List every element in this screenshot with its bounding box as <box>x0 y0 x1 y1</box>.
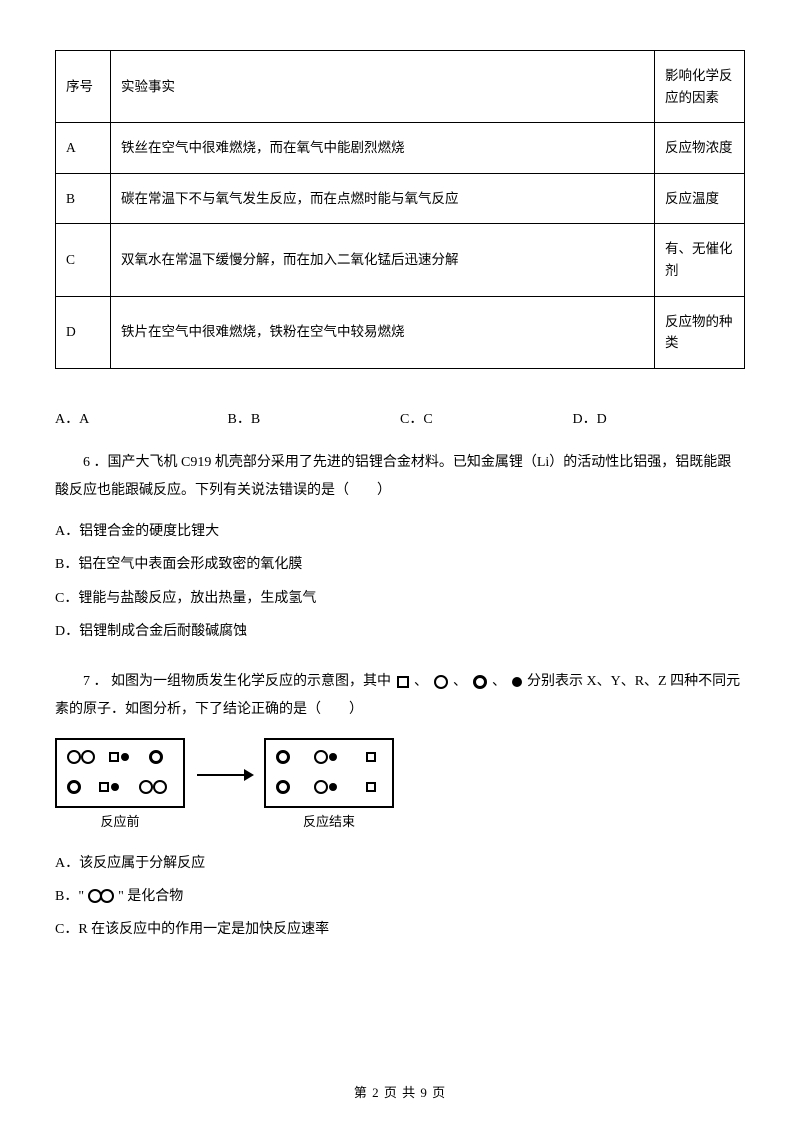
circle-open-icon <box>434 675 448 689</box>
before-label: 反应前 <box>55 812 185 833</box>
q6-option-b: B．铝在空气中表面会形成致密的氧化膜 <box>55 552 745 577</box>
after-box <box>264 738 394 808</box>
cell-factor: 反应温度 <box>655 173 745 224</box>
page-footer: 第 2 页 共 9 页 <box>0 1083 800 1104</box>
choice-b: B．B <box>228 409 401 431</box>
arrow-icon <box>197 774 252 776</box>
atom-y <box>139 780 153 794</box>
th-idx: 序号 <box>56 51 111 123</box>
after-box-wrap: 反应结束 <box>264 738 394 833</box>
atom-z <box>329 783 337 791</box>
atom-x <box>366 752 376 762</box>
after-label: 反应结束 <box>264 812 394 833</box>
q7-stem: 7 ． 如图为一组物质发生化学反应的示意图，其中 、 、 、 分别表示 X、Y、… <box>55 668 745 724</box>
q7-b-pre: B．" <box>55 884 84 909</box>
reaction-diagram: 反应前 反应结束 <box>55 738 745 833</box>
table-row: D 铁片在空气中很难燃烧，铁粉在空气中较易燃烧 反应物的种类 <box>56 296 745 368</box>
cell-idx: B <box>56 173 111 224</box>
q7-option-b: B．" " 是化合物 <box>55 884 745 909</box>
atom-r <box>276 750 290 764</box>
atom-y <box>153 780 167 794</box>
circle-filled-icon <box>512 677 522 687</box>
square-icon <box>397 676 409 688</box>
before-box <box>55 738 185 808</box>
experiment-table: 序号 实验事实 影响化学反应的因素 A 铁丝在空气中很难燃烧，而在氧气中能剧烈燃… <box>55 50 745 369</box>
atom-r <box>67 780 81 794</box>
molecule-oo-icon <box>88 889 114 903</box>
atom-y <box>314 750 328 764</box>
choice-a: A．A <box>55 409 228 431</box>
th-fact: 实验事实 <box>111 51 655 123</box>
table-row: A 铁丝在空气中很难燃烧，而在氧气中能剧烈燃烧 反应物浓度 <box>56 123 745 174</box>
cell-factor: 反应物浓度 <box>655 123 745 174</box>
cell-fact: 铁丝在空气中很难燃烧，而在氧气中能剧烈燃烧 <box>111 123 655 174</box>
table-row: B 碳在常温下不与氧气发生反应，而在点燃时能与氧气反应 反应温度 <box>56 173 745 224</box>
atom-y <box>67 750 81 764</box>
before-box-wrap: 反应前 <box>55 738 185 833</box>
atom-r <box>149 750 163 764</box>
q7-option-c: C．R 在该反应中的作用一定是加快反应速率 <box>55 917 745 942</box>
cell-fact: 铁片在空气中很难燃烧，铁粉在空气中较易燃烧 <box>111 296 655 368</box>
th-factor: 影响化学反应的因素 <box>655 51 745 123</box>
atom-z <box>111 783 119 791</box>
atom-y <box>81 750 95 764</box>
q6-option-c: C．锂能与盐酸反应，放出热量，生成氢气 <box>55 586 745 611</box>
cell-idx: C <box>56 224 111 296</box>
atom-r <box>276 780 290 794</box>
atom-x <box>99 782 109 792</box>
q6-option-d: D．铝锂制成合金后耐酸碱腐蚀 <box>55 619 745 644</box>
cell-fact: 碳在常温下不与氧气发生反应，而在点燃时能与氧气反应 <box>111 173 655 224</box>
atom-x <box>366 782 376 792</box>
cell-factor: 有、无催化剂 <box>655 224 745 296</box>
cell-idx: A <box>56 123 111 174</box>
q7-stem-pre: 7 ． 如图为一组物质发生化学反应的示意图，其中 <box>83 674 391 689</box>
sep: 、 <box>492 674 506 689</box>
atom-y <box>314 780 328 794</box>
choice-c: C．C <box>400 409 573 431</box>
atom-z <box>329 753 337 761</box>
q6-stem: 6 ．国产大飞机 C919 机壳部分采用了先进的铝锂合金材料。已知金属锂（Li）… <box>55 449 745 505</box>
circle-thick-icon <box>473 675 487 689</box>
atom-z <box>121 753 129 761</box>
cell-factor: 反应物的种类 <box>655 296 745 368</box>
choice-d: D．D <box>573 409 746 431</box>
q7-b-post: " 是化合物 <box>118 884 183 909</box>
cell-fact: 双氧水在常温下缓慢分解，而在加入二氧化锰后迅速分解 <box>111 224 655 296</box>
cell-idx: D <box>56 296 111 368</box>
table-header-row: 序号 实验事实 影响化学反应的因素 <box>56 51 745 123</box>
table-row: C 双氧水在常温下缓慢分解，而在加入二氧化锰后迅速分解 有、无催化剂 <box>56 224 745 296</box>
sep: 、 <box>453 674 467 689</box>
atom-x <box>109 752 119 762</box>
sep: 、 <box>414 674 428 689</box>
q7-option-a: A．该反应属于分解反应 <box>55 851 745 876</box>
q6-option-a: A．铝锂合金的硬度比锂大 <box>55 519 745 544</box>
q5-choices: A．A B．B C．C D．D <box>55 409 745 431</box>
circle-open-icon <box>100 889 114 903</box>
